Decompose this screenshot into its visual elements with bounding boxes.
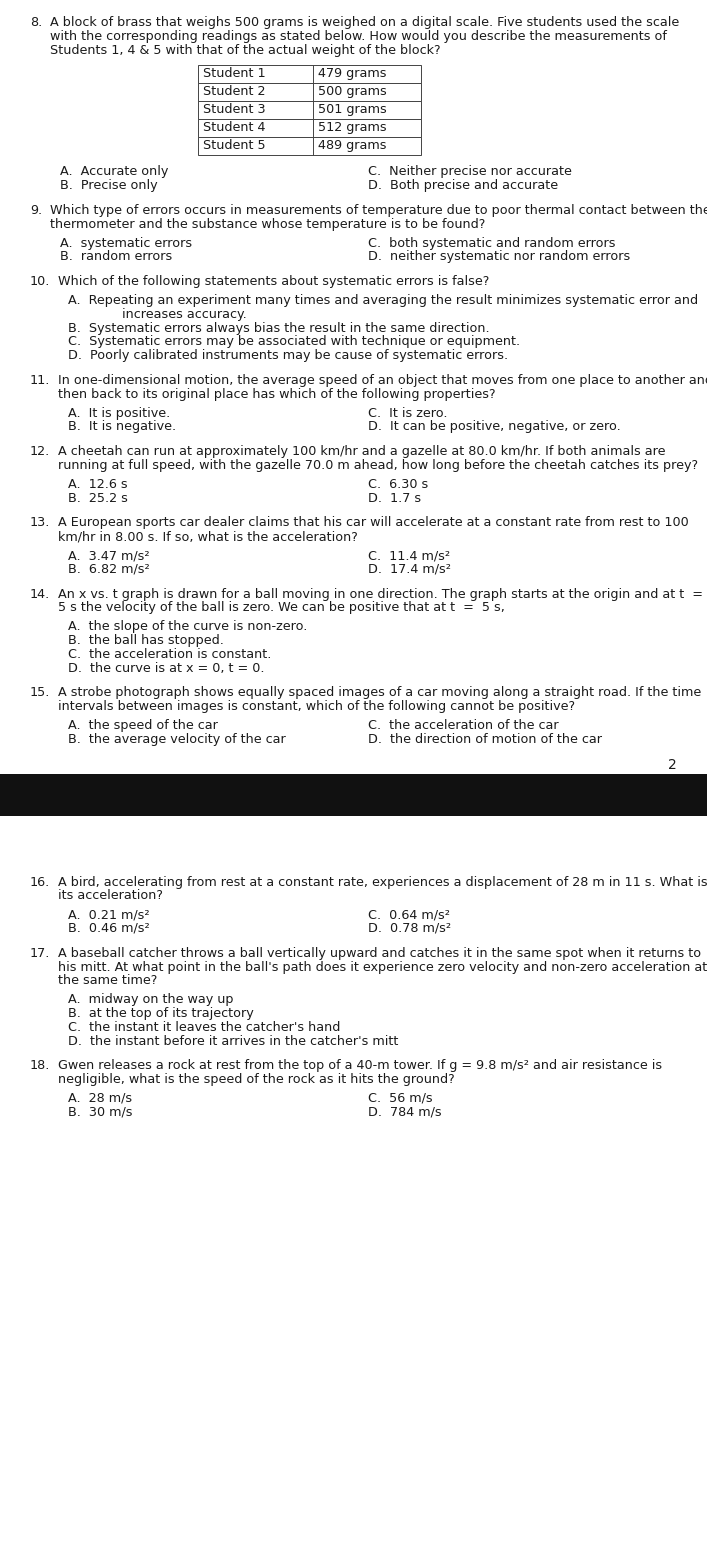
Text: 13.: 13.: [30, 517, 50, 529]
Text: D.  neither systematic nor random errors: D. neither systematic nor random errors: [368, 250, 630, 264]
Text: 479 grams: 479 grams: [318, 67, 387, 81]
Text: A block of brass that weighs 500 grams is weighed on a digital scale. Five stude: A block of brass that weighs 500 grams i…: [50, 16, 679, 29]
Text: B.  30 m/s: B. 30 m/s: [68, 1105, 132, 1119]
Text: A strobe photograph shows equally spaced images of a car moving along a straight: A strobe photograph shows equally spaced…: [58, 686, 701, 700]
Bar: [198, 84, 421, 101]
Text: 2: 2: [668, 757, 677, 771]
Text: 14.: 14.: [30, 588, 50, 601]
Text: with the corresponding readings as stated below. How would you describe the meas: with the corresponding readings as state…: [50, 29, 667, 43]
Text: 501 grams: 501 grams: [318, 104, 387, 116]
Text: D.  17.4 m/s²: D. 17.4 m/s²: [368, 563, 451, 576]
Text: A.  the speed of the car: A. the speed of the car: [68, 719, 218, 733]
Text: 8.: 8.: [30, 16, 42, 29]
Bar: [198, 120, 421, 138]
Text: C.  56 m/s: C. 56 m/s: [368, 1093, 433, 1105]
Text: Student 3: Student 3: [203, 104, 266, 116]
Text: 18.: 18.: [30, 1060, 50, 1072]
Text: 15.: 15.: [30, 686, 50, 700]
Text: A.  Accurate only: A. Accurate only: [60, 166, 168, 178]
Text: 500 grams: 500 grams: [318, 85, 387, 98]
Text: B.  It is negative.: B. It is negative.: [68, 421, 176, 433]
Text: A.  12.6 s: A. 12.6 s: [68, 478, 128, 490]
Text: B.  the average velocity of the car: B. the average velocity of the car: [68, 733, 286, 747]
Text: Students 1, 4 & 5 with that of the actual weight of the block?: Students 1, 4 & 5 with that of the actua…: [50, 43, 440, 56]
Text: 10.: 10.: [30, 275, 50, 289]
Text: A.  28 m/s: A. 28 m/s: [68, 1093, 132, 1105]
Text: B.  6.82 m/s²: B. 6.82 m/s²: [68, 563, 150, 576]
Text: C.  the acceleration of the car: C. the acceleration of the car: [368, 719, 559, 733]
Text: km/hr in 8.00 s. If so, what is the acceleration?: km/hr in 8.00 s. If so, what is the acce…: [58, 531, 358, 543]
Text: A European sports car dealer claims that his car will accelerate at a constant r: A European sports car dealer claims that…: [58, 517, 689, 529]
Text: A bird, accelerating from rest at a constant rate, experiences a displacement of: A bird, accelerating from rest at a cons…: [58, 875, 707, 889]
Text: 512 grams: 512 grams: [318, 121, 387, 135]
Text: 9.: 9.: [30, 203, 42, 217]
Text: A baseball catcher throws a ball vertically upward and catches it in the same sp: A baseball catcher throws a ball vertica…: [58, 947, 701, 959]
Text: A.  0.21 m/s²: A. 0.21 m/s²: [68, 908, 150, 922]
Text: D.  Both precise and accurate: D. Both precise and accurate: [368, 178, 558, 192]
Text: D.  0.78 m/s²: D. 0.78 m/s²: [368, 922, 451, 934]
Bar: [198, 65, 421, 84]
Text: Gwen releases a rock at rest from the top of a 40-m tower. If g = 9.8 m/s² and a: Gwen releases a rock at rest from the to…: [58, 1060, 662, 1072]
Text: A.  the slope of the curve is non-zero.: A. the slope of the curve is non-zero.: [68, 621, 308, 633]
Text: A.  midway on the way up: A. midway on the way up: [68, 993, 233, 1006]
Text: D.  the curve is at x = 0, t = 0.: D. the curve is at x = 0, t = 0.: [68, 661, 264, 675]
Text: B.  random errors: B. random errors: [60, 250, 173, 264]
Text: An x vs. t graph is drawn for a ball moving in one direction. The graph starts a: An x vs. t graph is drawn for a ball mov…: [58, 588, 703, 601]
Text: A cheetah can run at approximately 100 km/hr and a gazelle at 80.0 km/hr. If bot: A cheetah can run at approximately 100 k…: [58, 445, 665, 458]
Text: 17.: 17.: [30, 947, 50, 959]
Text: A.  It is positive.: A. It is positive.: [68, 407, 170, 419]
Bar: [198, 101, 421, 120]
Text: increases accuracy.: increases accuracy.: [90, 307, 247, 321]
Text: B.  the ball has stopped.: B. the ball has stopped.: [68, 635, 224, 647]
Text: D.  the direction of motion of the car: D. the direction of motion of the car: [368, 733, 602, 747]
Text: C.  the instant it leaves the catcher's hand: C. the instant it leaves the catcher's h…: [68, 1021, 340, 1034]
Text: C.  Neither precise nor accurate: C. Neither precise nor accurate: [368, 166, 572, 178]
Text: B.  Systematic errors always bias the result in the same direction.: B. Systematic errors always bias the res…: [68, 321, 490, 335]
Text: Student 5: Student 5: [203, 140, 266, 152]
Text: Student 4: Student 4: [203, 121, 266, 135]
Text: B.  Precise only: B. Precise only: [60, 178, 158, 192]
Text: 16.: 16.: [30, 875, 50, 889]
Text: running at full speed, with the gazelle 70.0 m ahead, how long before the cheeta: running at full speed, with the gazelle …: [58, 459, 698, 472]
Text: thermometer and the substance whose temperature is to be found?: thermometer and the substance whose temp…: [50, 217, 486, 231]
Text: C.  11.4 m/s²: C. 11.4 m/s²: [368, 549, 450, 562]
Text: B.  at the top of its trajectory: B. at the top of its trajectory: [68, 1007, 254, 1020]
Text: A.  3.47 m/s²: A. 3.47 m/s²: [68, 549, 150, 562]
Text: In one-dimensional motion, the average speed of an object that moves from one pl: In one-dimensional motion, the average s…: [58, 374, 707, 386]
Text: 489 grams: 489 grams: [318, 140, 387, 152]
Text: Student 1: Student 1: [203, 67, 266, 81]
Text: C.  It is zero.: C. It is zero.: [368, 407, 448, 419]
Text: his mitt. At what point in the ball's path does it experience zero velocity and : his mitt. At what point in the ball's pa…: [58, 961, 707, 973]
Text: D.  784 m/s: D. 784 m/s: [368, 1105, 442, 1119]
Text: C.  0.64 m/s²: C. 0.64 m/s²: [368, 908, 450, 922]
Text: negligible, what is the speed of the rock as it hits the ground?: negligible, what is the speed of the roc…: [58, 1072, 455, 1086]
Text: C.  both systematic and random errors: C. both systematic and random errors: [368, 236, 616, 250]
Text: A.  Repeating an experiment many times and averaging the result minimizes system: A. Repeating an experiment many times an…: [68, 293, 698, 307]
Text: 5 s the velocity of the ball is zero. We can be positive that at t  =  5 s,: 5 s the velocity of the ball is zero. We…: [58, 602, 505, 615]
Text: then back to its original place has which of the following properties?: then back to its original place has whic…: [58, 388, 496, 400]
Text: intervals between images is constant, which of the following cannot be positive?: intervals between images is constant, wh…: [58, 700, 575, 714]
Text: Which of the following statements about systematic errors is false?: Which of the following statements about …: [58, 275, 489, 289]
Text: D.  1.7 s: D. 1.7 s: [368, 492, 421, 504]
Bar: [0, 773, 707, 816]
Text: its acceleration?: its acceleration?: [58, 889, 163, 902]
Text: B.  0.46 m/s²: B. 0.46 m/s²: [68, 922, 150, 934]
Text: 12.: 12.: [30, 445, 50, 458]
Text: the same time?: the same time?: [58, 975, 158, 987]
Text: C.  Systematic errors may be associated with technique or equipment.: C. Systematic errors may be associated w…: [68, 335, 520, 348]
Text: C.  the acceleration is constant.: C. the acceleration is constant.: [68, 647, 271, 661]
Text: D.  It can be positive, negative, or zero.: D. It can be positive, negative, or zero…: [368, 421, 621, 433]
Text: C.  6.30 s: C. 6.30 s: [368, 478, 428, 490]
Text: 11.: 11.: [30, 374, 50, 386]
Text: A.  systematic errors: A. systematic errors: [60, 236, 192, 250]
Text: D.  the instant before it arrives in the catcher's mitt: D. the instant before it arrives in the …: [68, 1035, 398, 1048]
Bar: [198, 138, 421, 155]
Text: Which type of errors occurs in measurements of temperature due to poor thermal c: Which type of errors occurs in measureme…: [50, 203, 707, 217]
Text: D.  Poorly calibrated instruments may be cause of systematic errors.: D. Poorly calibrated instruments may be …: [68, 349, 508, 362]
Text: B.  25.2 s: B. 25.2 s: [68, 492, 128, 504]
Text: Student 2: Student 2: [203, 85, 266, 98]
